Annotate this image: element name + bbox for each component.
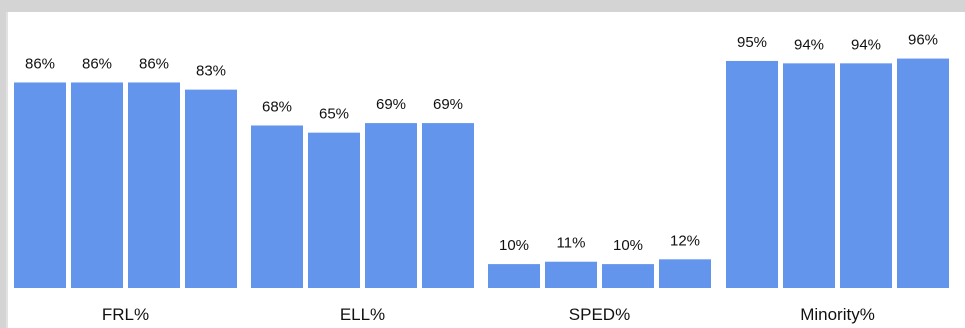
data-label: 95% bbox=[737, 34, 767, 51]
data-label: 10% bbox=[613, 237, 643, 254]
data-label: 94% bbox=[851, 36, 881, 53]
bar-ell-1 bbox=[251, 125, 303, 288]
bar-sped-3 bbox=[602, 264, 654, 288]
bar-minority-4 bbox=[897, 58, 949, 289]
data-label: 65% bbox=[319, 106, 349, 123]
data-label: 86% bbox=[139, 55, 169, 72]
data-label: 10% bbox=[499, 237, 529, 254]
data-label: 12% bbox=[670, 232, 700, 249]
data-label: 11% bbox=[557, 235, 586, 252]
bar-frl-2 bbox=[71, 82, 123, 289]
bar-ell-4 bbox=[422, 123, 474, 288]
left-rule bbox=[6, 12, 8, 328]
category-label: SPED% bbox=[569, 305, 630, 324]
bar-frl-3 bbox=[128, 82, 180, 289]
bar-ell-3 bbox=[365, 123, 417, 288]
category-label: FRL% bbox=[102, 305, 149, 324]
left-border bbox=[0, 0, 6, 328]
category-label: ELL% bbox=[340, 305, 385, 324]
data-label: 68% bbox=[262, 98, 292, 115]
bar-frl-4 bbox=[185, 89, 237, 288]
bar-ell-2 bbox=[308, 132, 360, 288]
bar-frl-1 bbox=[14, 82, 66, 289]
bar-sped-4 bbox=[659, 259, 711, 288]
top-border bbox=[0, 0, 965, 12]
data-label: 83% bbox=[196, 63, 226, 80]
category-label: Minority% bbox=[800, 305, 875, 324]
bar-sped-2 bbox=[545, 261, 597, 288]
data-label: 94% bbox=[794, 36, 824, 53]
data-label: 96% bbox=[908, 32, 938, 49]
data-label: 69% bbox=[433, 96, 463, 113]
bar-minority-2 bbox=[783, 63, 835, 289]
bar-minority-3 bbox=[840, 63, 892, 289]
bar-minority-1 bbox=[726, 60, 778, 289]
data-label: 86% bbox=[25, 55, 55, 72]
data-label: 69% bbox=[376, 96, 406, 113]
data-label: 86% bbox=[82, 55, 112, 72]
bar-sped-1 bbox=[488, 264, 540, 288]
